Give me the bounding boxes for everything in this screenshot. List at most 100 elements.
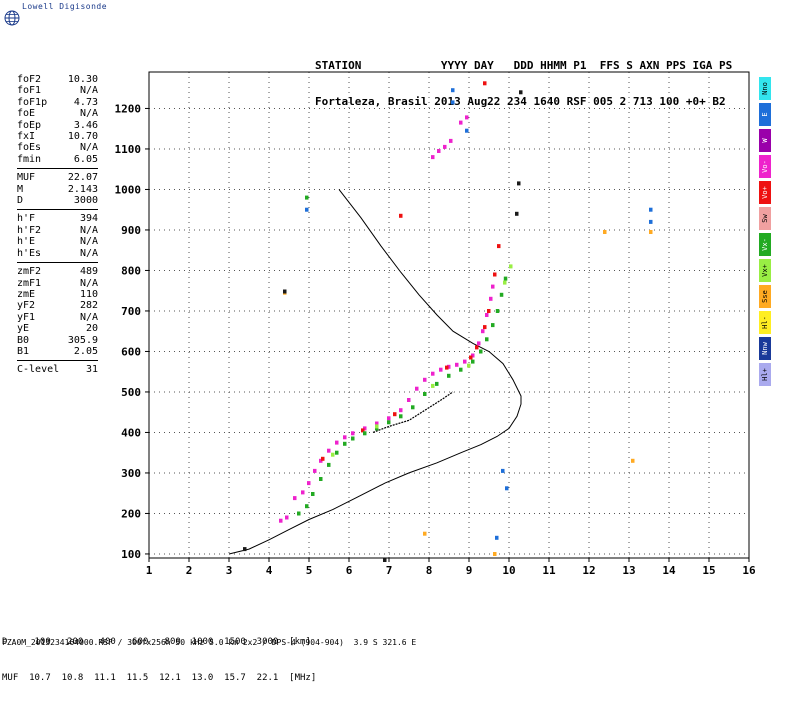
param-value: N/A	[79, 85, 98, 97]
echo-point	[515, 211, 519, 216]
param-row: h'F2 N/A	[17, 225, 98, 236]
param-label: foF1	[17, 85, 42, 97]
echo-point	[447, 364, 451, 369]
x-tick-label: 9	[466, 564, 473, 577]
legend-label: Sse	[761, 290, 769, 303]
param-row: B1 2.05	[17, 346, 98, 357]
echo-point	[431, 155, 435, 160]
param-label: fxI	[17, 131, 36, 143]
legend-label: Vo+	[761, 186, 769, 199]
x-tick-label: 15	[702, 564, 715, 577]
param-value: 282	[79, 300, 98, 312]
param-row: yE 20	[17, 323, 98, 334]
echo-point	[335, 450, 339, 455]
y-tick-label: 900	[121, 224, 141, 237]
echo-point	[301, 490, 305, 495]
echo-point	[305, 195, 309, 200]
x-tick-label: 4	[266, 564, 273, 577]
legend-item: W	[759, 129, 771, 152]
x-tick-label: 8	[426, 564, 433, 577]
param-label: h'Es	[17, 247, 42, 259]
echo-point	[305, 504, 309, 509]
param-row: B0 305.9	[17, 335, 98, 346]
legend-item: Vx-	[759, 233, 771, 256]
param-row: M 2.143	[17, 184, 98, 195]
param-value: N/A	[79, 108, 98, 120]
legend-item: Vo+	[759, 181, 771, 204]
muf-value-row: MUF 10.7 10.8 11.1 11.5 12.1 13.0 15.7 2…	[2, 673, 317, 683]
echo-point	[471, 353, 475, 358]
echo-point	[307, 481, 311, 486]
param-value: 22.07	[67, 172, 98, 184]
param-label: zmF2	[17, 266, 42, 278]
param-value: 10.70	[67, 131, 98, 143]
param-row: foEp 3.46	[17, 120, 98, 131]
legend-label: Vo-	[761, 160, 769, 173]
echo-point	[423, 392, 427, 396]
x-tick-label: 6	[346, 564, 353, 577]
param-row: fmin 6.05	[17, 154, 98, 165]
param-value: N/A	[79, 224, 98, 236]
brand-name: Lowell Digisonde	[22, 2, 108, 11]
echo-point	[285, 515, 289, 520]
param-row: h'E N/A	[17, 236, 98, 247]
legend-label: Nno	[761, 82, 769, 95]
param-value: 20	[85, 323, 98, 335]
axis-layer: 1 2 3 4 5 6 7 8 9 10 11 12 13 14 15 1610020030040050060…	[115, 71, 756, 577]
station-header: STATION YYYY DAY DDD HHMM P1 FFS S AXN P…	[315, 36, 732, 132]
echo-point	[361, 428, 365, 433]
legend-label: Nnw	[761, 342, 769, 355]
echo-point	[279, 518, 283, 523]
param-label: foF2	[17, 74, 42, 85]
echo-point	[383, 558, 387, 562]
legend-item: Nno	[759, 77, 771, 100]
param-value: 4.73	[73, 96, 98, 108]
echo-point	[469, 355, 473, 360]
echo-point	[503, 276, 508, 281]
echo-point	[491, 323, 495, 328]
echo-point	[363, 426, 367, 431]
echo-point	[407, 398, 411, 402]
line-layer	[228, 189, 522, 555]
x-tick-label: 11	[542, 564, 556, 577]
echo-point	[495, 535, 499, 540]
echo-point	[491, 284, 495, 289]
echo-point	[603, 230, 607, 234]
muf-table: D 100 200 400 600 800 1000 1500 3000 [km…	[2, 612, 316, 708]
param-label: M	[17, 183, 24, 195]
echo-point	[493, 552, 497, 556]
param-value: N/A	[79, 277, 98, 289]
echo-point	[393, 412, 397, 417]
echo-point	[465, 128, 469, 133]
echo-point	[431, 371, 435, 376]
param-row: foEs N/A	[17, 142, 98, 153]
param-value: N/A	[79, 142, 98, 154]
param-row: foF1p 4.73	[17, 97, 98, 108]
echo-point	[483, 81, 487, 86]
y-tick-label: 400	[121, 426, 141, 439]
y-tick-label: 100	[121, 548, 141, 561]
legend-item: Sse	[759, 285, 771, 308]
param-value: 10.30	[67, 74, 98, 85]
echo-point	[459, 367, 463, 372]
param-row: MUF 22.07	[17, 172, 98, 183]
y-tick-label: 1100	[115, 143, 142, 156]
y-tick-label: 1200	[115, 102, 142, 115]
echo-point	[437, 149, 441, 153]
header-columns: STATION YYYY DAY DDD HHMM P1 FFS S AXN P…	[315, 59, 733, 72]
echo-point	[471, 359, 475, 364]
legend-item: Hl+	[759, 363, 771, 386]
echo-point	[487, 309, 491, 313]
echo-point	[435, 381, 439, 386]
legend-item: Sw	[759, 207, 771, 230]
echo-point	[343, 441, 347, 446]
param-label: h'E	[17, 236, 36, 248]
y-tick-label: 1000	[115, 183, 142, 196]
echo-point	[465, 115, 469, 120]
y-tick-label: 700	[121, 305, 141, 318]
echo-point	[363, 431, 367, 436]
muf-distance-row: D 100 200 400 600 800 1000 1500 3000 [km…	[2, 637, 311, 647]
param-label: yF2	[17, 300, 36, 312]
echo-point	[423, 531, 427, 536]
legend-item: Hl-	[759, 311, 771, 334]
